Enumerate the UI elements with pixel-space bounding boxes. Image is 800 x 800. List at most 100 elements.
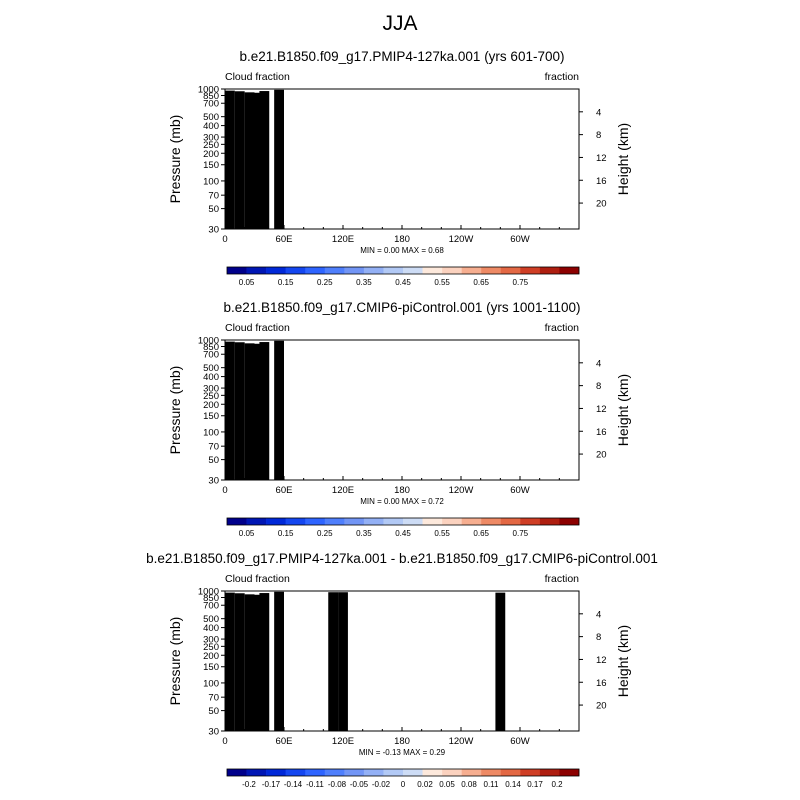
colorbar-swatch [246, 518, 267, 525]
colorbar-swatch [383, 518, 404, 525]
stats-label: MIN = 0.00 MAX = 0.72 [360, 497, 444, 506]
y-tick-label: 50 [208, 204, 219, 215]
colorbar-label: 0.15 [278, 529, 294, 538]
y2-tick-label: 16 [596, 176, 607, 187]
y2-tick-label: 20 [596, 199, 607, 210]
colorbar-label: 0.35 [356, 529, 372, 538]
y2-axis-title: Height (km) [615, 374, 631, 446]
colorbar-frame [226, 517, 580, 526]
topography-block [259, 91, 270, 229]
y-tick-label: 700 [203, 99, 219, 110]
colorbar-swatch [383, 267, 404, 274]
y2-tick-label: 20 [596, 450, 607, 461]
y2-tick-label: 4 [596, 107, 601, 118]
colorbar-swatch [403, 518, 423, 525]
colorbar-label: 0.45 [395, 278, 411, 287]
chart-panel-1: b.e21.B1850.f09_g17.PMIP4-127ka.001 (yrs… [167, 49, 631, 287]
colorbar-swatch [422, 518, 443, 525]
y-tick-label: 200 [203, 400, 219, 411]
colorbar-swatch [481, 518, 502, 525]
colorbar-swatch [461, 267, 482, 274]
colorbar-swatch [285, 267, 306, 274]
x-tick-label: 120E [332, 234, 354, 245]
colorbar-label: 0.05 [239, 529, 255, 538]
colorbar-swatch [481, 267, 502, 274]
topography-block [274, 89, 284, 229]
colorbar-swatch [559, 518, 580, 525]
y-tick-label: 70 [208, 191, 219, 202]
chart-panel-3: b.e21.B1850.f09_g17.PMIP4-127ka.001 - b.… [146, 551, 658, 789]
topography [225, 340, 284, 480]
panel-title: b.e21.B1850.f09_g17.CMIP6-piControl.001 … [224, 300, 581, 315]
colorbar-label: 0.75 [513, 529, 529, 538]
y-tick-label: 50 [208, 455, 219, 466]
y2-tick-label: 4 [596, 358, 601, 369]
x-tick-label: 0 [222, 485, 227, 496]
figure-title: JJA [382, 12, 418, 35]
y-tick-label: 100 [203, 427, 219, 438]
x-tick-label: 60E [276, 485, 293, 496]
colorbar-swatch [559, 267, 580, 274]
colorbar-swatch [344, 518, 365, 525]
colorbar-swatch [324, 267, 345, 274]
y-axis-title: Pressure (mb) [167, 115, 183, 204]
y-tick-label: 700 [203, 350, 219, 361]
left-corner-label: Cloud fraction [225, 573, 290, 585]
colorbar-swatch [422, 267, 443, 274]
topography-block [225, 90, 235, 229]
right-corner-label: fraction [545, 71, 580, 83]
topography-block [274, 340, 284, 480]
x-tick-label: 120E [332, 485, 354, 496]
colorbar-swatch [500, 518, 521, 525]
left-corner-label: Cloud fraction [225, 71, 290, 83]
topography-block [251, 92, 262, 229]
y-tick-label: 500 [203, 112, 219, 123]
y-tick-label: 30 [208, 225, 219, 236]
y-tick-label: 200 [203, 149, 219, 160]
y-tick-label: 850 [203, 91, 219, 102]
y-tick-label: 1000 [198, 336, 219, 347]
colorbar-swatch [461, 518, 482, 525]
colorbar-label: 0.05 [239, 278, 255, 287]
x-tick-label: 60W [510, 485, 530, 496]
colorbar-swatch [539, 267, 560, 274]
stats-label: MIN = 0.00 MAX = 0.68 [360, 246, 444, 255]
colorbar-swatch [266, 267, 286, 274]
y-tick-label: 150 [203, 160, 219, 171]
left-corner-label: Cloud fraction [225, 322, 290, 334]
topography-block [234, 91, 245, 229]
colorbar-label: 0.65 [473, 278, 489, 287]
colorbar-label: 0.75 [513, 278, 529, 287]
colorbar-label: 0.25 [317, 278, 333, 287]
colorbar-swatch [442, 518, 462, 525]
colorbar-label: 0.55 [434, 278, 450, 287]
colorbar-swatch [403, 267, 423, 274]
colorbar-label: 0.65 [473, 529, 489, 538]
y-tick-label: 1000 [198, 85, 219, 96]
y2-tick-label: 16 [596, 427, 607, 438]
colorbar-swatch [227, 267, 247, 274]
colorbar-label: 0.15 [278, 278, 294, 287]
y-tick-label: 250 [203, 391, 219, 402]
colorbar-swatch [285, 518, 306, 525]
y-tick-label: 400 [203, 372, 219, 383]
y-tick-label: 30 [208, 476, 219, 487]
topography-block [259, 342, 270, 480]
colorbar-label: 0.25 [317, 529, 333, 538]
y2-tick-label: 12 [596, 404, 607, 415]
colorbar-swatch [363, 518, 384, 525]
y-axis-title: Pressure (mb) [167, 366, 183, 455]
y-tick-label: 400 [203, 121, 219, 132]
colorbar-swatch [520, 267, 541, 274]
topography-block [251, 343, 262, 480]
y-tick-label: 70 [208, 442, 219, 453]
y2-tick-label: 8 [596, 130, 601, 141]
topography-block [234, 342, 245, 480]
right-corner-label: fraction [545, 573, 580, 585]
x-tick-label: 180 [394, 234, 410, 245]
topography-block [225, 341, 235, 480]
x-tick-label: 0 [222, 234, 227, 245]
colorbar-swatch [324, 518, 345, 525]
colorbar-swatch [227, 518, 247, 525]
